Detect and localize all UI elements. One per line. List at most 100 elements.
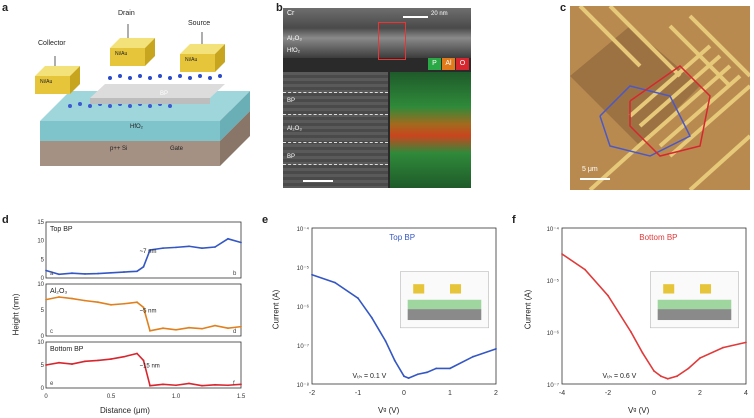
- data-point: [214, 324, 216, 327]
- y-tick-label: 10⁻⁷: [547, 382, 559, 389]
- data-point: [201, 384, 203, 387]
- y-tick-label: 10: [37, 340, 44, 346]
- series-label: Bottom BP: [639, 233, 677, 242]
- data-point: [149, 384, 151, 387]
- y-tick-label: 10⁻⁴: [547, 226, 560, 233]
- data-point: [214, 246, 216, 248]
- panel-d-chart-top: 15 10 5 0 Top BP ~7 nm a b: [37, 220, 242, 282]
- plot-frame: [311, 227, 497, 385]
- y-tick-label: 0: [41, 276, 45, 282]
- data-point: [162, 327, 164, 330]
- cr-label: Cr: [287, 10, 295, 17]
- x-tick-label: 2: [494, 390, 498, 397]
- x-tick-label: 0: [402, 390, 406, 397]
- data-point: [71, 363, 73, 365]
- panel-d-xlabel: Distance (μm): [100, 406, 150, 415]
- data-point: [384, 340, 387, 342]
- data-point: [110, 358, 112, 360]
- inset-pad: [663, 284, 675, 294]
- roi-box: [378, 22, 406, 60]
- data-point: [435, 367, 438, 370]
- data-point: [416, 373, 419, 376]
- y-tick-label: 10⁻⁵: [297, 265, 310, 272]
- substrate-label: p++ Si: [110, 146, 128, 152]
- scale-bar-c: [580, 178, 610, 180]
- x-tick-label: 0: [44, 394, 48, 400]
- data-point: [84, 360, 86, 363]
- data-point: [162, 383, 164, 386]
- step-annotation: ~15 nm: [140, 363, 160, 369]
- x-tick-label: -2: [309, 390, 315, 397]
- panel-letter-d: d: [2, 214, 9, 226]
- data-point: [136, 270, 138, 273]
- panel-letter-b: b: [276, 2, 283, 14]
- panel-d-chart-bottom: 10 5 0 0 0.5 1.0 1.5 Bottom BP ~15 nm e f: [37, 340, 246, 400]
- x-tick-label: 0.5: [107, 394, 116, 400]
- eds-al-badge: Al: [442, 58, 455, 70]
- x-tick-label: 4: [744, 390, 748, 397]
- inset-layer: [657, 309, 732, 321]
- data-point: [722, 346, 724, 349]
- data-point: [175, 246, 177, 249]
- profile-end-tag: d: [233, 329, 236, 335]
- panel-d-chart-mid: 10 5 0 Al₂O₃ ~5 nm c d: [37, 282, 242, 340]
- source-metal-label: Ni/Au: [185, 57, 198, 63]
- plot-frame: [561, 227, 747, 385]
- panel-e-chart: -2 -1 0 1 2 10⁻⁴ 10⁻⁵ 10⁻⁶ 10⁻⁷ 10⁻⁸ Top BP Vₜₕ = 0…: [297, 226, 498, 397]
- y-tick-label: 10⁻⁴: [297, 226, 310, 233]
- drain-label: Drain: [118, 10, 135, 17]
- data-point: [227, 237, 229, 240]
- data-point: [136, 352, 138, 355]
- data-point: [110, 271, 112, 274]
- data-point: [311, 273, 313, 276]
- series-label: Top BP: [389, 233, 415, 242]
- panel-c-optical-image: 5 μm: [570, 6, 750, 190]
- inset-pad: [450, 284, 462, 294]
- eds-p-badge: P: [428, 58, 441, 70]
- data-point: [334, 281, 336, 284]
- panel-letter-a: a: [2, 2, 9, 14]
- scale-bar-c-label: 5 μm: [582, 166, 598, 173]
- series-line: [45, 352, 242, 387]
- data-point: [676, 375, 678, 378]
- data-point: [71, 297, 73, 300]
- x-tick-label: 0: [652, 390, 656, 397]
- data-point: [136, 301, 138, 304]
- inset-pad: [413, 284, 425, 294]
- x-tick-label: -2: [605, 390, 611, 397]
- collector-label: Collector: [38, 40, 66, 47]
- inset-schematic: [650, 271, 739, 329]
- data-point: [426, 371, 428, 374]
- x-tick-label: 1.5: [237, 394, 246, 400]
- y-tick-label: 0: [41, 334, 45, 340]
- panel-e-ylabel: Current (A): [271, 289, 281, 330]
- data-point: [188, 245, 190, 248]
- data-point: [393, 359, 396, 362]
- panel-a-device-schematic: Collector Drain Source Ni/Au Ni/Au Ni/Au…: [10, 6, 260, 191]
- x-tick-label: 1: [448, 390, 452, 397]
- data-point: [142, 306, 145, 309]
- data-point: [110, 303, 112, 306]
- inset-layer: [657, 299, 732, 310]
- data-point: [687, 367, 690, 370]
- panel-d-ylabel: Height (nm): [11, 293, 21, 336]
- data-point: [97, 359, 99, 362]
- profile-start-tag: e: [50, 381, 54, 387]
- panel-letter-f: f: [512, 214, 516, 226]
- y-tick-label: 10⁻⁷: [297, 343, 309, 350]
- data-point: [58, 296, 60, 298]
- data-point: [653, 370, 655, 372]
- data-point: [188, 326, 190, 329]
- data-point: [58, 273, 60, 276]
- eds-o-badge: O: [456, 58, 469, 70]
- data-point: [699, 357, 701, 359]
- data-point: [149, 249, 151, 251]
- y-tick-label: 10: [37, 239, 44, 245]
- x-tick-label: -4: [559, 390, 565, 397]
- hrtem-crosssection: [283, 72, 388, 188]
- bp-bottom-label: BP: [287, 154, 296, 160]
- panel-e-xlabel: Vᵍ (V): [378, 406, 400, 415]
- y-tick-label: 10⁻⁶: [547, 330, 560, 337]
- data-point: [240, 325, 242, 328]
- data-point: [162, 247, 164, 250]
